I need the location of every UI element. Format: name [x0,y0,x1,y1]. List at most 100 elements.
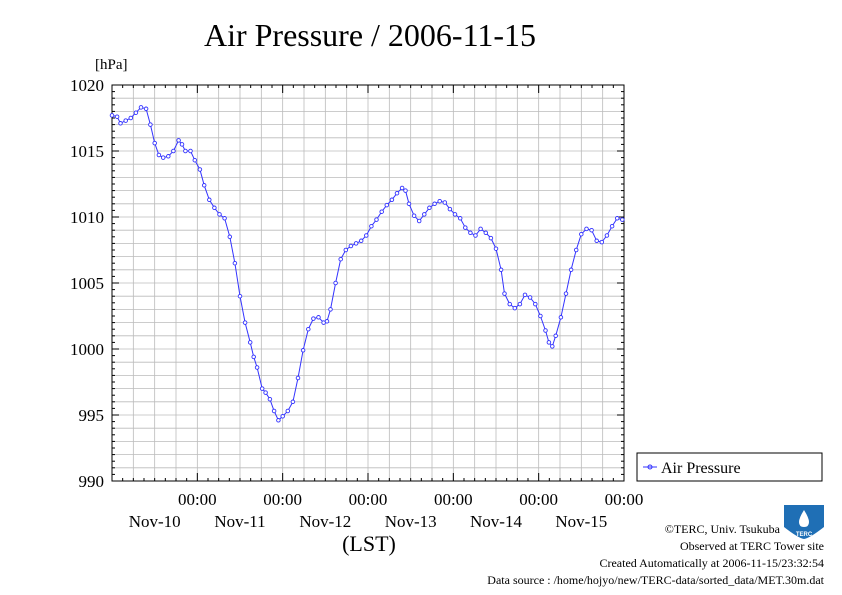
data-point [364,233,369,238]
data-point [558,315,564,320]
data-point [188,148,193,154]
data-point [447,206,453,212]
data-point [201,183,207,188]
data-point [427,205,432,211]
y-tick-labels: 990 995 1000 1005 1010 1015 1020 [70,76,104,491]
data-point [488,235,494,241]
created-text: Created Automatically at 2006-11-15/23:3… [599,556,824,570]
data-point [604,233,610,238]
x-date-label: Nov-13 [385,512,437,531]
data-point [267,396,273,402]
data-point [328,307,333,312]
data-point [406,201,412,207]
x-axis-label: (LST) [342,531,396,556]
data-point [620,217,625,222]
x-date-label: Nov-11 [214,512,265,531]
data-point [128,115,134,121]
data-point [118,121,123,126]
data-point [468,230,473,236]
copyright-text: ©TERC, Univ. Tsukuba [665,522,781,536]
data-point [512,305,518,311]
data-point [251,354,256,360]
data-point [399,185,405,191]
data-point [493,246,499,251]
data-point [563,291,569,296]
data-point [156,152,162,158]
data-point [609,223,615,229]
data-point [579,231,584,237]
data-point [432,201,437,207]
series-line [111,106,623,422]
data-point [114,114,120,119]
data-point [614,216,620,221]
data-point [285,408,291,414]
data-point [237,293,243,299]
data-point [517,301,523,307]
data-point [473,233,478,238]
data-point [217,212,222,217]
logo-text: TERC [796,532,813,538]
observed-text: Observed at TERC Tower site [680,539,824,553]
data-point [338,256,343,262]
data-point [259,386,265,391]
series-air-pressure [109,105,625,423]
data-point [353,241,359,246]
x-date-label: Nov-15 [555,512,607,531]
x-tick-time-label: 00:00 [178,490,217,509]
data-point [306,326,311,332]
data-point [358,238,364,244]
legend-box [636,452,823,482]
data-point [222,216,227,221]
data-point [254,365,260,370]
data-point [263,390,268,395]
data-point [290,399,296,405]
data-point [416,218,422,224]
data-point [192,157,198,163]
data-point [463,225,468,230]
data-point [148,122,153,127]
source-text: Data source : /home/hojyo/new/TERC-data/… [487,573,824,587]
data-point [589,227,594,233]
water-drop-icon [799,510,809,527]
data-point [498,267,504,273]
data-point [295,375,301,381]
data-point [348,243,354,249]
legend: Air Pressure [636,452,823,482]
data-point [138,105,144,110]
data-point [437,198,442,204]
terc-logo: TERC [784,505,824,539]
data-point [271,408,277,414]
data-point [324,319,330,324]
y-tick-label: 1020 [70,76,104,95]
data-point [403,188,408,193]
data-point [207,197,212,203]
x-tick-labels: 00:00 00:00 00:00 00:00 00:00 00:00 Nov-10 Nov-… [129,490,644,531]
data-point [227,234,233,240]
data-point [594,238,599,244]
data-point [573,247,579,253]
data-point [152,140,157,146]
data-point [109,113,115,118]
data-point [538,313,543,319]
data-point [123,118,128,123]
data-point [183,148,188,154]
x-tick-time-label: 00:00 [519,490,558,509]
data-point [527,295,533,300]
data-point [457,216,463,221]
chart-title: Air Pressure / 2006-11-15 [204,17,536,53]
data-point [502,291,507,296]
data-point [176,138,181,143]
data-point [212,205,217,211]
data-point [584,226,589,232]
y-tick-label: 1005 [70,274,104,293]
data-point [478,226,483,232]
data-point [483,230,489,236]
data-point [522,292,528,298]
data-point [374,217,379,222]
data-point [507,301,512,307]
y-tick-label: 1015 [70,142,104,161]
data-point [143,106,149,112]
data-point [452,212,458,217]
data-point [543,328,548,333]
